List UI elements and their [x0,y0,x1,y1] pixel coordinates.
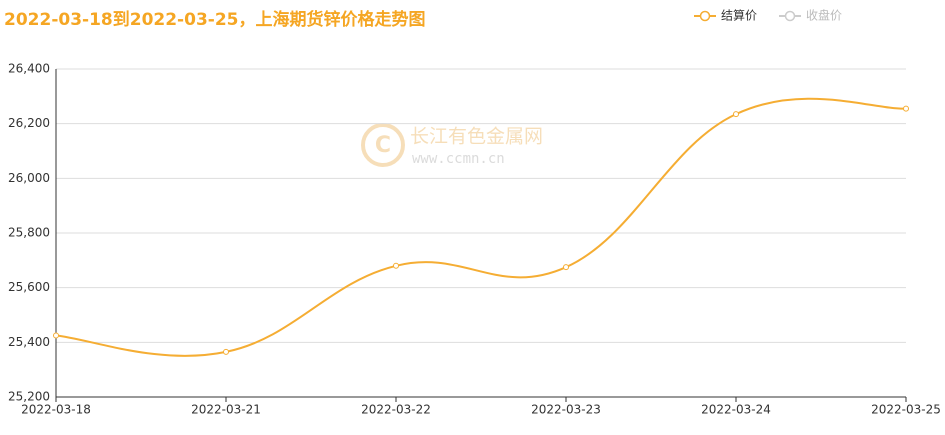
y-tick-label: 25,400 [8,335,50,349]
y-tick-label: 25,600 [8,280,50,294]
y-tick-label: 26,400 [8,62,50,76]
watermark-logo-letter: C [375,133,391,158]
y-tick-label: 26,200 [8,116,50,130]
y-tick-label: 25,800 [8,226,50,240]
watermark-logo [361,123,405,167]
x-tick-label: 2022-03-24 [701,403,771,417]
watermark: C 长江有色金属网 www.ccmn.cn [361,123,543,167]
x-tick-label: 2022-03-18 [21,403,91,417]
legend-label: 结算价 [721,8,757,23]
legend-label: 收盘价 [806,8,842,23]
x-tick-label: 2022-03-25 [871,403,941,417]
legend-symbol [699,10,711,22]
point [393,262,399,269]
point [903,105,909,112]
legend-symbol [784,10,796,22]
x-tick-label: 2022-03-21 [191,403,261,417]
watermark-name: 长江有色金属网 [410,126,543,148]
watermark-url: www.ccmn.cn [412,151,505,167]
point [563,264,569,271]
chart-title: 2022-03-18到2022-03-25，上海期货锌价格走势图 [4,9,425,30]
y-tick-label: 25,200 [8,390,50,404]
point [53,332,59,339]
point [223,348,229,355]
x-tick-label: 2022-03-22 [361,403,431,417]
line [55,97,907,357]
point [733,111,739,118]
y-tick-label: 26,000 [8,171,50,185]
x-tick-label: 2022-03-23 [531,403,601,417]
